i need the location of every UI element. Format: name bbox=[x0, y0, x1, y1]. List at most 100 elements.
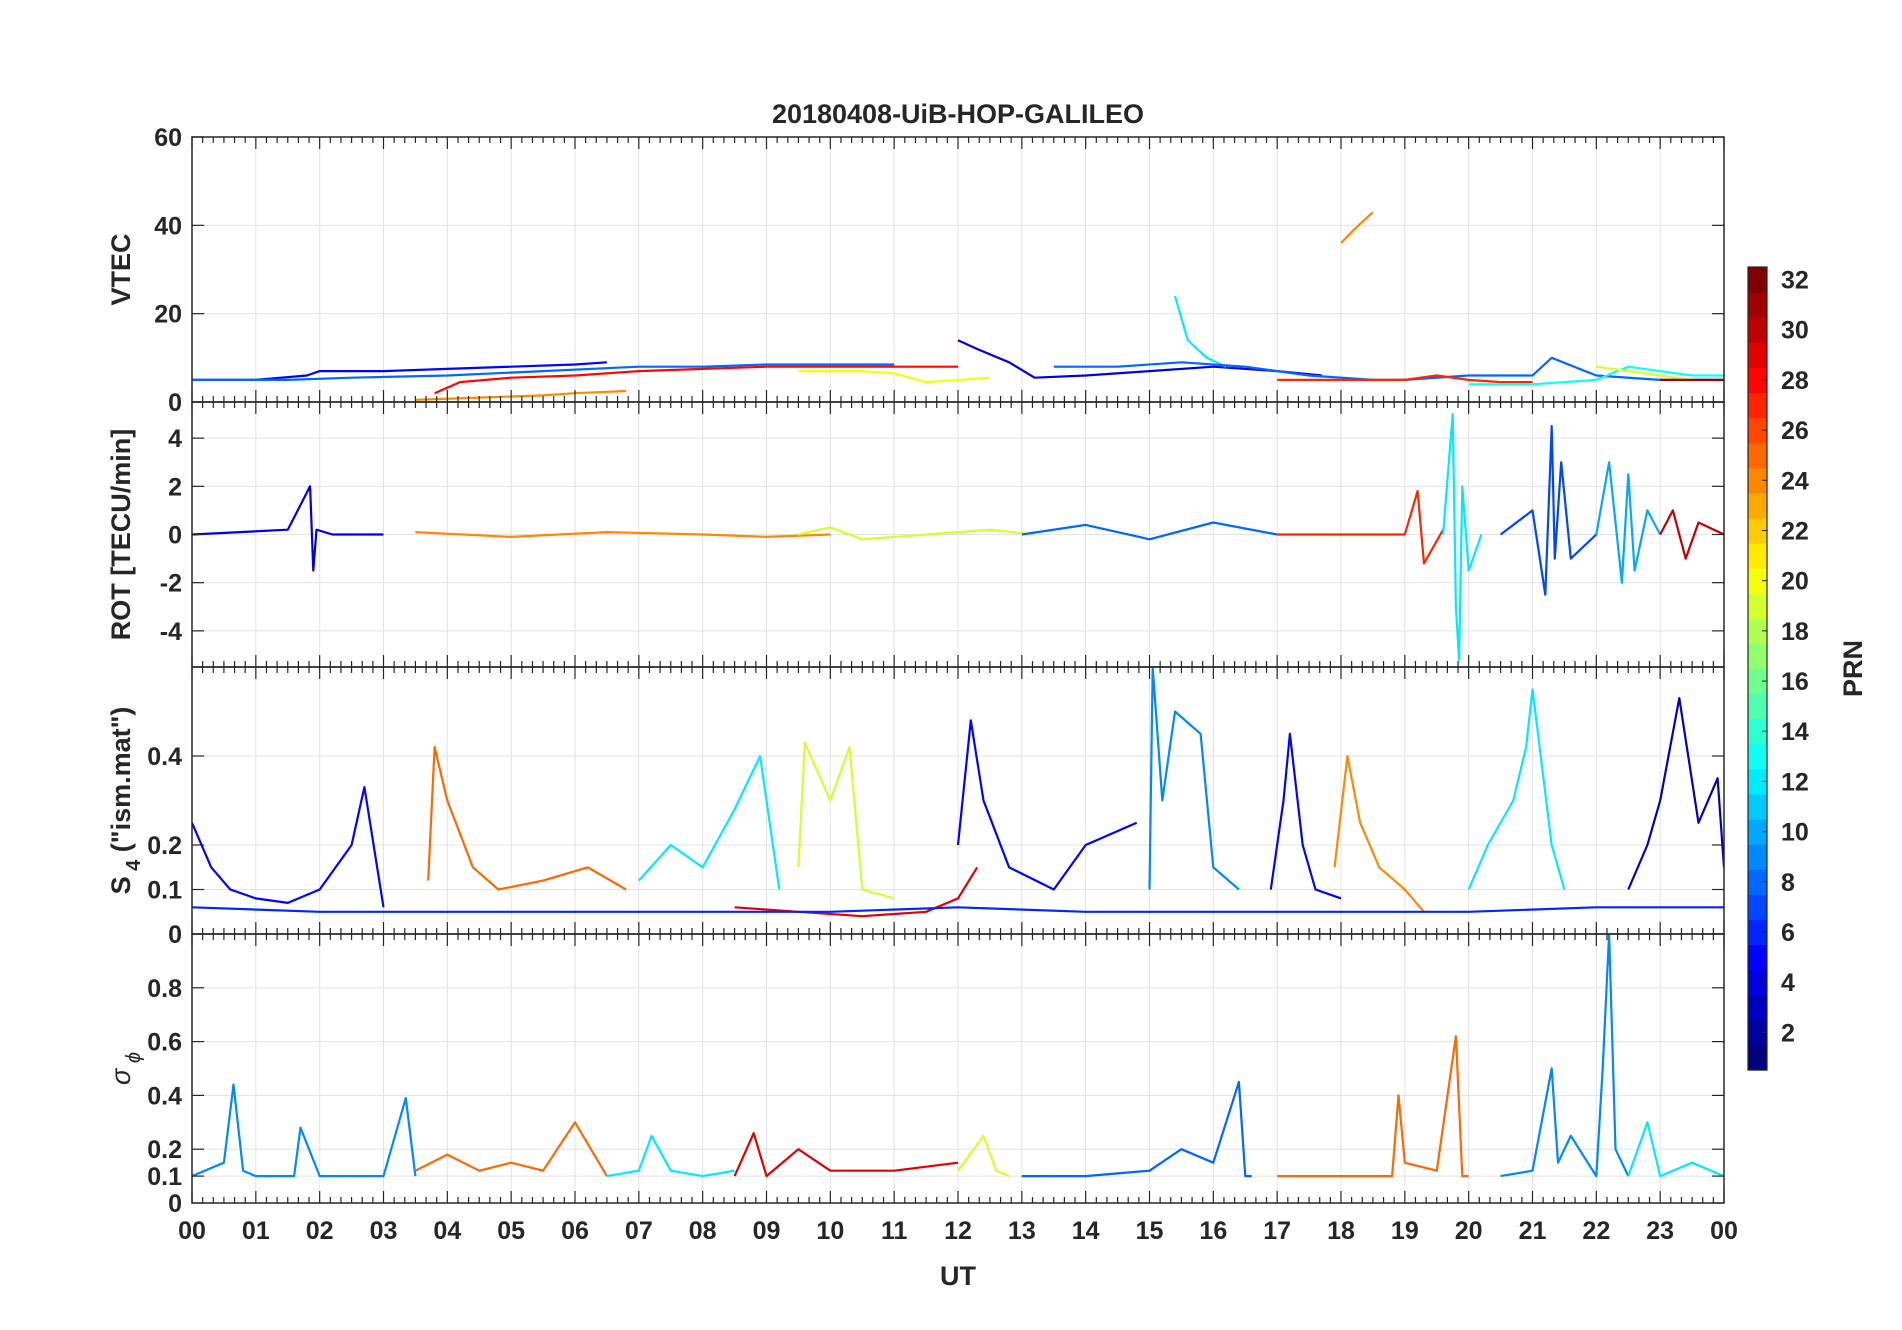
colorbar-swatch bbox=[1748, 944, 1767, 971]
colorbar-swatch bbox=[1748, 492, 1767, 519]
colorbar-label: PRN bbox=[1838, 640, 1868, 697]
series-line-prn-6 bbox=[192, 906, 1724, 913]
series-line-prn-8 bbox=[192, 363, 895, 381]
colorbar-swatch bbox=[1748, 919, 1767, 946]
colorbar-swatch bbox=[1748, 743, 1767, 770]
series-line-prn-8 bbox=[1021, 1080, 1252, 1178]
x-tick-label: 09 bbox=[753, 1217, 781, 1245]
colorbar-tick-label: 18 bbox=[1781, 618, 1809, 646]
series-line-prn-8 bbox=[1021, 521, 1278, 541]
y-axis-label: σ ϕ bbox=[106, 1052, 145, 1085]
series-line-prn-27 bbox=[1277, 374, 1533, 384]
series-line-prn-3 bbox=[1627, 696, 1724, 890]
x-tick-label: 00 bbox=[1710, 1217, 1738, 1245]
colorbar-swatch bbox=[1748, 1019, 1767, 1046]
colorbar-frame bbox=[1747, 266, 1768, 1071]
panel-1: 0 20 40 60 VTEC 20180408-UiB-HOP-GALILEO bbox=[106, 99, 1725, 417]
x-tick-label: 03 bbox=[370, 1217, 398, 1245]
x-tick-label: 13 bbox=[1008, 1217, 1036, 1245]
x-tick-label: 06 bbox=[561, 1217, 589, 1245]
series-line-prn-12 bbox=[1173, 295, 1227, 368]
series-line-prn-24 bbox=[1340, 211, 1374, 244]
x-tick-label: 12 bbox=[944, 1217, 972, 1245]
y-tick-label: 40 bbox=[154, 212, 182, 240]
y-tick-label: 0.1 bbox=[147, 877, 182, 905]
series-line-prn-24 bbox=[415, 530, 831, 539]
colorbar-tick-label: 24 bbox=[1781, 467, 1809, 495]
y-tick-label: 0 bbox=[168, 1190, 182, 1218]
x-tick-label: 19 bbox=[1391, 1217, 1419, 1245]
y-tick-label: 0 bbox=[168, 389, 182, 417]
y-tick-label: 2 bbox=[168, 473, 182, 501]
colorbar-swatch bbox=[1748, 543, 1767, 569]
series-group bbox=[192, 934, 1724, 1178]
x-tick-label: 15 bbox=[1136, 1217, 1164, 1245]
colorbar-swatch bbox=[1748, 793, 1767, 820]
series-line-prn-5 bbox=[192, 361, 607, 381]
x-tick-label: 04 bbox=[433, 1217, 461, 1245]
series-group bbox=[192, 667, 1724, 918]
x-tick-label: 23 bbox=[1646, 1217, 1674, 1245]
y-tick-label: 0 bbox=[168, 522, 182, 550]
colorbar-tick-label: 14 bbox=[1781, 718, 1809, 746]
series-line-prn-12 bbox=[637, 754, 781, 890]
series-line-prn-29 bbox=[733, 1131, 959, 1178]
colorbar-swatch bbox=[1748, 969, 1767, 996]
panels: 0204060VTEC20180408-UiB-HOP-GALILEO-4-20… bbox=[106, 99, 1738, 1291]
series-line-prn-12 bbox=[1627, 1121, 1724, 1178]
y-tick-label: 0.1 bbox=[147, 1163, 182, 1191]
x-tick-label: 11 bbox=[881, 1217, 908, 1245]
colorbar-swatch bbox=[1748, 844, 1767, 870]
series-line-prn-19 bbox=[957, 1134, 1010, 1178]
series-line-prn-10 bbox=[1595, 461, 1662, 584]
series-line-prn-27 bbox=[1277, 490, 1445, 565]
x-tick-label: 01 bbox=[242, 1217, 270, 1245]
y-tick-label: 0.8 bbox=[147, 975, 182, 1003]
y-tick-label: 0.2 bbox=[147, 1136, 182, 1164]
series-line-prn-25 bbox=[414, 1121, 608, 1177]
series-line-prn-25 bbox=[427, 745, 627, 891]
y-tick-label: 0.6 bbox=[147, 1029, 182, 1057]
series-line-prn-5 bbox=[192, 785, 385, 908]
x-tick-label: 08 bbox=[689, 1217, 717, 1245]
colorbar-swatch bbox=[1748, 568, 1767, 594]
series-group bbox=[192, 412, 1724, 661]
x-tick-label: 20 bbox=[1455, 1217, 1483, 1245]
colorbar-swatch bbox=[1748, 994, 1767, 1021]
colorbar-swatch bbox=[1748, 693, 1767, 720]
x-tick-label: 21 bbox=[1519, 1217, 1547, 1245]
x-tick-label: 02 bbox=[306, 1217, 334, 1245]
y-tick-label: 0.2 bbox=[147, 832, 182, 860]
colorbar-tick-label: 16 bbox=[1781, 668, 1809, 696]
panel-2: -4 -2 0 2 4 ROT [TECU/min] bbox=[106, 401, 1725, 668]
series-line-prn-28 bbox=[434, 365, 958, 395]
x-tick-label: 14 bbox=[1072, 1217, 1100, 1245]
colorbar-swatch bbox=[1748, 894, 1767, 921]
colorbar-swatch bbox=[1748, 417, 1767, 444]
y-tick-label: 60 bbox=[154, 124, 182, 152]
series-group bbox=[192, 211, 1724, 401]
panel-4: 00.10.2 0.4 0.6 0.8 σ ϕ 00 01 02 03 04 05 06 07 08 09 1… bbox=[106, 933, 1738, 1291]
series-line-prn-12 bbox=[1467, 688, 1566, 890]
panel-3: 0 0.1 0.2 0.4S 4 ("ism.mat") bbox=[106, 666, 1725, 949]
series-line-prn-12 bbox=[606, 1134, 735, 1178]
colorbar-swatch bbox=[1748, 517, 1767, 544]
colorbar-tick-label: 28 bbox=[1781, 367, 1809, 395]
series-line-prn-13 bbox=[1468, 365, 1724, 386]
colorbar-swatch bbox=[1748, 342, 1767, 368]
y-axis-label: S 4 ("ism.mat") bbox=[106, 707, 145, 895]
series-line-prn-19 bbox=[797, 741, 895, 900]
colorbar-tick-label: 20 bbox=[1781, 568, 1809, 596]
series-line-prn-4 bbox=[192, 485, 384, 572]
y-tick-label: 0.4 bbox=[147, 1082, 182, 1110]
y-tick-label: 0 bbox=[168, 921, 182, 949]
series-line-prn-19 bbox=[1596, 365, 1693, 381]
x-axis-label: UT bbox=[940, 1261, 976, 1291]
y-axis-label: ROT [TECU/min] bbox=[106, 429, 136, 640]
colorbar-tick-label: 26 bbox=[1781, 417, 1809, 445]
colorbar-swatch bbox=[1748, 267, 1767, 293]
colorbar-swatch bbox=[1748, 367, 1767, 394]
series-line-prn-19 bbox=[798, 526, 1035, 541]
